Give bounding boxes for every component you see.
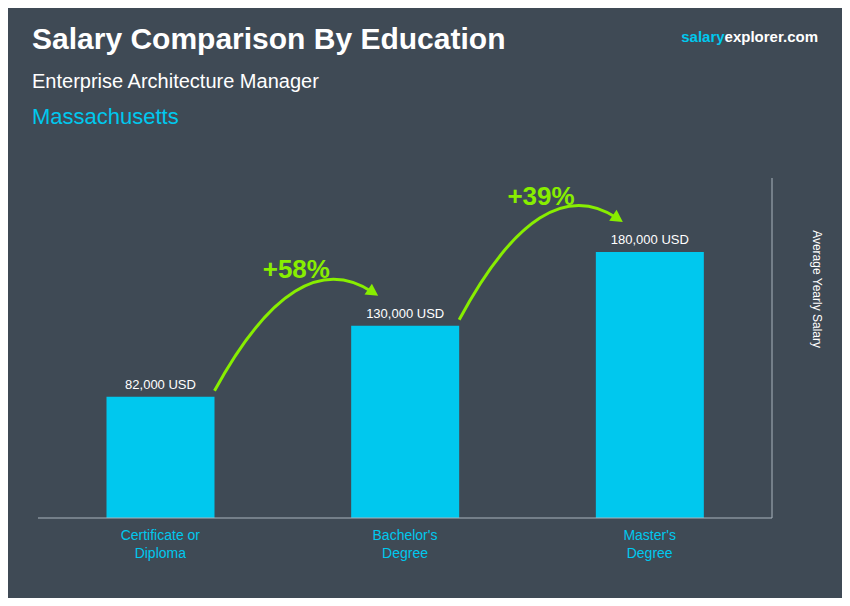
html-text:Enterprise Architecture Manage: Enterprise Architecture Manager (32, 70, 319, 92)
svg-text:180,000 USD: 180,000 USD (611, 232, 689, 247)
svg-text:82,000 USD: 82,000 USD (125, 377, 196, 392)
svg-text:Bachelor'sDegree: Bachelor'sDegree (373, 527, 438, 561)
html-text:salary explorer.com: salary explorer.com (681, 28, 818, 45)
svg-text:+58%: +58% (263, 254, 330, 284)
svg-text:Certificate orDiploma: Certificate orDiploma (121, 527, 201, 561)
svg-text:+39%: +39% (507, 181, 574, 211)
svg-text:130,000 USD: 130,000 USD (366, 306, 444, 321)
html-text:Massachusetts: Massachusetts (32, 104, 179, 129)
svg-text:Master'sDegree: Master'sDegree (623, 527, 675, 561)
svg-text:Average Yearly Salary: Average Yearly Salary (810, 230, 824, 348)
html-text:Salary Comparison By Education: Salary Comparison By Education (32, 22, 506, 55)
